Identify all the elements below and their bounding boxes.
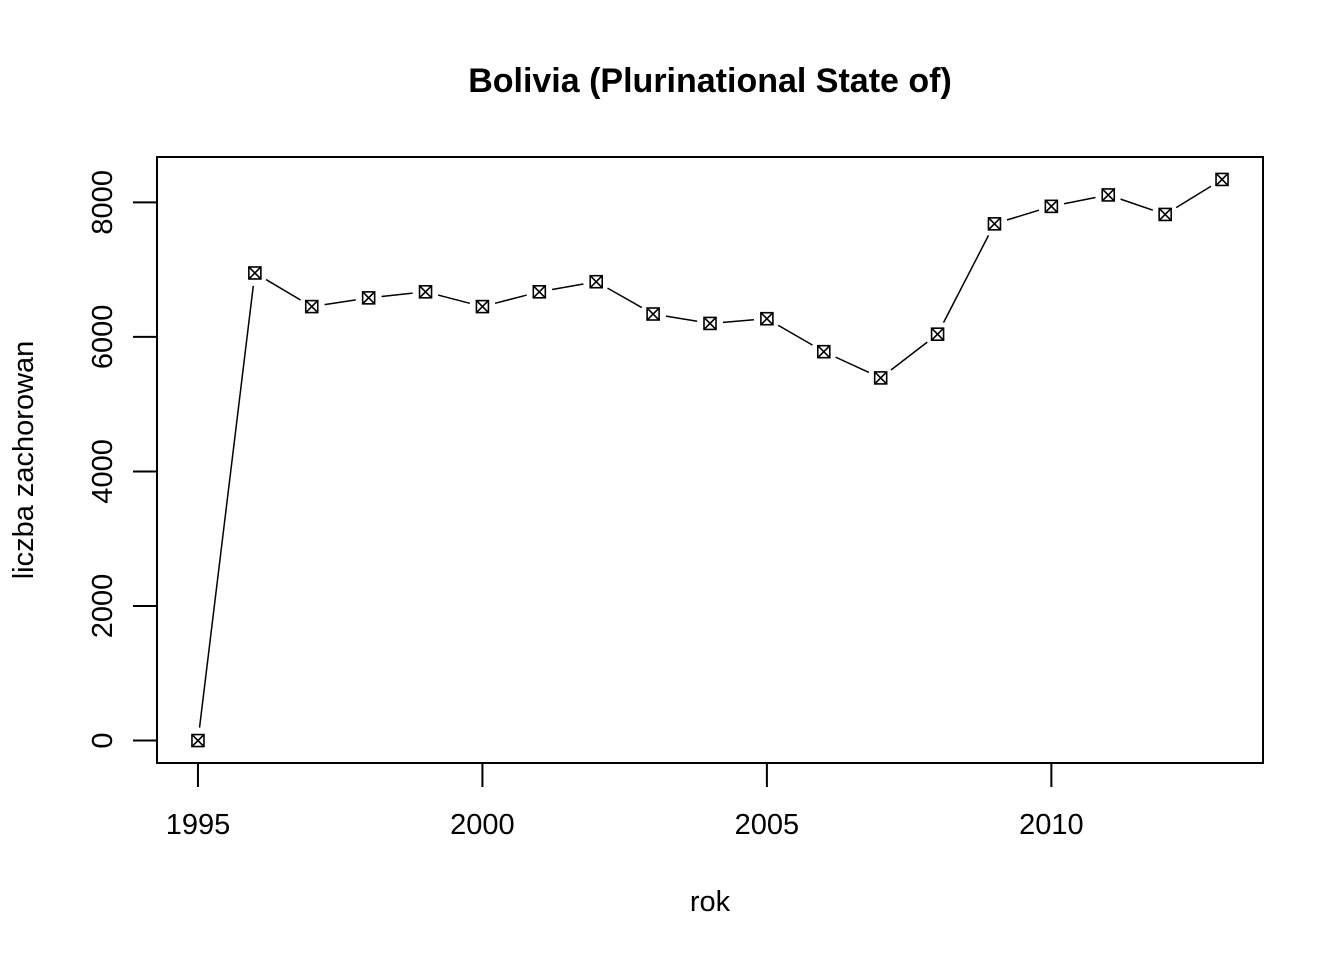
series-line-segment [835,356,870,374]
y-tick-label: 4000 [87,439,119,504]
x-axis: 1995 2000 2005 2010 [166,762,1084,841]
series-line-segment [1006,209,1040,221]
data-point-marker [1158,207,1172,222]
data-point-marker [475,299,490,314]
series-line-segment [551,283,584,291]
series-line-segment [381,292,413,298]
data-point-marker [703,316,717,331]
series-line-segment [198,285,255,728]
series-line-segment [777,324,813,346]
series-line-segment [722,319,754,324]
y-tick-label: 6000 [87,305,119,370]
plot-frame [156,156,1264,764]
y-axis-label: liczba zachorowan [8,341,40,580]
data-point-marker [361,291,376,305]
data-point-marker [1101,188,1116,202]
data-point-marker [1044,199,1059,214]
data-point-marker [760,311,774,326]
x-tick-label: 2000 [450,809,515,841]
x-tick-label: 2005 [735,809,800,841]
series-line-segment [665,315,698,323]
series-line-segment [324,299,356,306]
data-point-marker [191,733,205,748]
data-point-marker [987,217,1002,231]
y-axis: 0 2000 4000 6000 8000 [87,170,158,749]
chart-title: Bolivia (Plurinational State of) [468,62,952,100]
data-point-marker [816,344,831,359]
y-tick-label: 2000 [87,574,119,639]
data-point-marker [589,274,604,289]
data-point-marker [418,285,433,299]
series-line-segment [607,287,643,309]
series-line-segment [1063,196,1096,205]
data-point-marker [532,285,547,299]
series-line-segment [265,278,301,301]
series-line-segment [890,341,928,371]
data-point-marker [248,266,262,280]
data-series [191,172,1229,748]
series-line-segment [1175,185,1212,209]
x-tick-label: 1995 [166,809,231,841]
series-line-segment [1120,198,1154,211]
series-line-segment [942,235,990,323]
y-tick-label: 0 [87,732,119,748]
series-line-segment [494,294,527,305]
series-line-segment [437,294,471,305]
data-point-marker [304,299,319,314]
x-axis-label: rok [690,886,731,918]
data-point-marker [930,327,945,341]
data-point-marker [873,371,888,385]
x-tick-label: 2010 [1019,809,1084,841]
data-point-marker [1215,172,1229,187]
data-point-marker [646,307,660,321]
y-tick-label: 8000 [87,170,119,235]
